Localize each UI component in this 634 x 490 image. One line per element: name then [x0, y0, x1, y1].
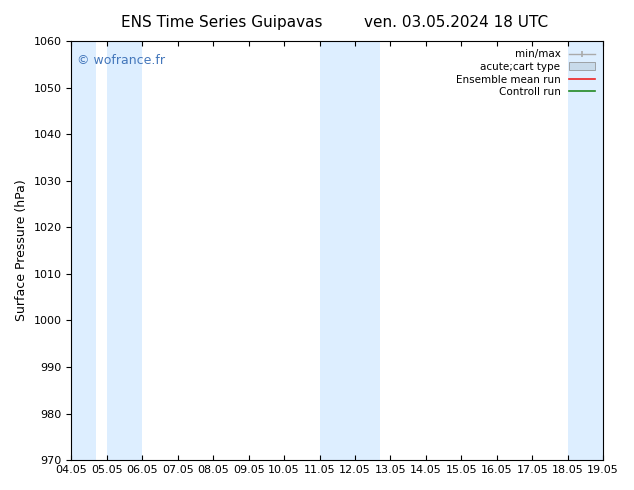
Bar: [567, 41, 603, 460]
Bar: [72, 41, 96, 460]
Bar: [320, 41, 380, 460]
Text: ven. 03.05.2024 18 UTC: ven. 03.05.2024 18 UTC: [365, 15, 548, 30]
Y-axis label: Surface Pressure (hPa): Surface Pressure (hPa): [15, 180, 28, 321]
Legend: min/max, acute;cart type, Ensemble mean run, Controll run: min/max, acute;cart type, Ensemble mean …: [453, 46, 598, 100]
Text: © wofrance.fr: © wofrance.fr: [77, 53, 165, 67]
Text: ENS Time Series Guipavas: ENS Time Series Guipavas: [121, 15, 323, 30]
Bar: [107, 41, 142, 460]
